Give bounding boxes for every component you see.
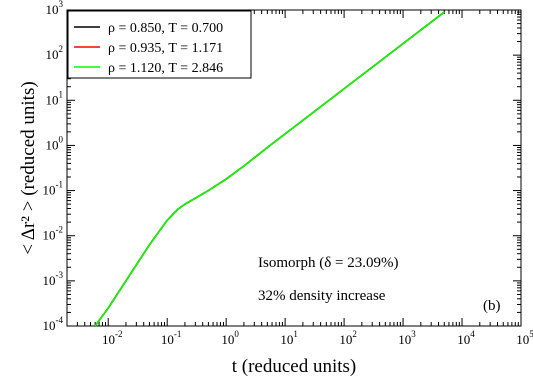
legend-label-3: ρ = 1.120, T = 2.846 (108, 61, 223, 76)
y-tick-label: 10-4 (43, 315, 64, 333)
x-tick-label: 104 (457, 329, 475, 347)
density-annotation: 32% density increase (258, 288, 386, 304)
x-axis-title: t (reduced units) (232, 356, 357, 377)
panel-label: (b) (483, 298, 501, 314)
y-tick-label: 10-1 (43, 180, 64, 198)
y-tick-label: 10-2 (43, 225, 64, 243)
series-line-3 (94, 11, 445, 326)
x-tick-label: 100 (221, 329, 239, 347)
legend: ρ = 0.850, T = 0.700 ρ = 0.935, T = 1.171… (67, 10, 252, 79)
x-tick-label: 105 (516, 329, 533, 347)
y-tick-label: 101 (46, 89, 64, 107)
y-tick-label: 102 (46, 44, 64, 62)
legend-items: ρ = 0.850, T = 0.700 ρ = 0.935, T = 1.171… (74, 21, 223, 76)
y-tick-label: 100 (46, 134, 64, 152)
x-tick-label: 103 (398, 329, 416, 347)
legend-label-1: ρ = 0.850, T = 0.700 (108, 21, 223, 36)
y-tick-label: 10-3 (43, 270, 64, 288)
isomorph-annotation: Isomorph (δ = 23.09%) (258, 255, 399, 271)
y-axis-title: < Δr² > (reduced units) (18, 81, 39, 254)
y-tick-label: 103 (46, 0, 64, 17)
series-lines (94, 11, 445, 326)
x-tick-label: 101 (280, 329, 298, 347)
plot-frame (66, 9, 522, 327)
x-tick-label: 102 (339, 329, 357, 347)
axis-tick-labels: 10-2 10-1 100 101 102 103 104 105 10-4 10-3 10-2 10… (43, 0, 533, 347)
x-tick-label: 10-1 (161, 329, 182, 347)
x-tick-label: 10-2 (102, 329, 123, 347)
legend-label-2: ρ = 0.935, T = 1.171 (108, 41, 223, 56)
